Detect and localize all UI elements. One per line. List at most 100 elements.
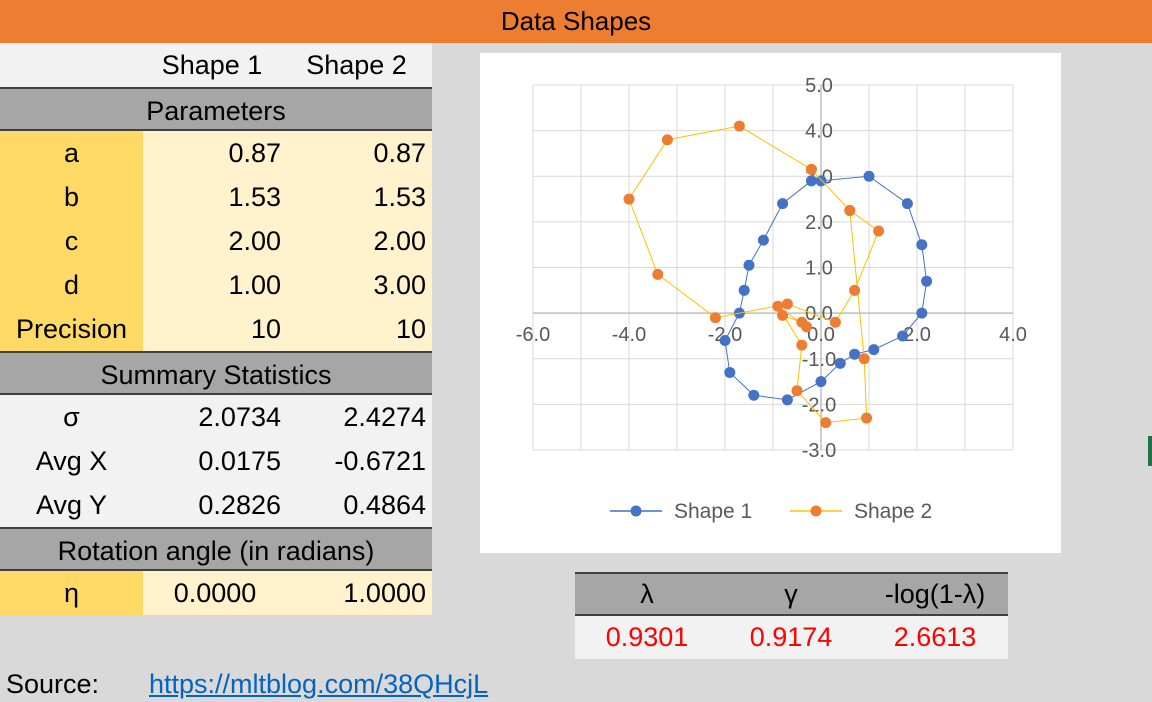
param-label[interactable]: a (0, 131, 143, 175)
x-tick-label: 2.0 (903, 324, 931, 346)
data-point-shape1 (849, 348, 861, 360)
data-point-shape1 (781, 394, 793, 406)
data-point-shape2 (709, 312, 721, 324)
data-point-shape1 (805, 175, 817, 187)
source-label: Source: (6, 669, 100, 699)
data-point-shape2 (652, 268, 664, 280)
data-point-shape2 (796, 339, 808, 351)
data-point-shape1 (863, 170, 875, 182)
data-point-shape1 (724, 366, 736, 378)
data-point-shape1 (916, 307, 928, 319)
param-label[interactable]: Precision (0, 307, 143, 351)
x-tick-label: -4.0 (612, 324, 646, 346)
param-value-shape2[interactable]: 10 (287, 307, 432, 351)
param-value-shape2[interactable]: 2.00 (287, 219, 432, 263)
rotation-heading[interactable]: Rotation angle (in radians) (0, 527, 432, 571)
data-point-shape2 (805, 163, 817, 175)
column-header-shape2[interactable]: Shape 2 (287, 43, 432, 87)
param-label[interactable]: c (0, 219, 143, 263)
page-title: Data Shapes (0, 0, 1152, 43)
param-value-shape1[interactable]: 2.00 (143, 219, 287, 263)
stat-row-avg-y: Avg Y 0.2826 0.4864 (0, 483, 432, 527)
param-value-shape1[interactable]: 1.00 (143, 263, 287, 307)
stat-value-shape1[interactable]: 2.0734 (143, 395, 287, 439)
stat-label[interactable]: Avg X (0, 439, 143, 483)
data-point-shape2 (791, 385, 803, 397)
param-value-shape1[interactable]: 0.87 (143, 131, 287, 175)
lambda-table: λ γ -log(1-λ) 0.9301 0.9174 2.6613 (575, 572, 1008, 659)
legend-label-shape1: Shape 1 (674, 500, 752, 523)
data-point-shape2 (858, 353, 870, 365)
neglog-header[interactable]: -log(1-λ) (884, 579, 986, 609)
param-value-shape2[interactable]: 0.87 (287, 131, 432, 175)
gamma-value[interactable]: 0.9174 (749, 622, 833, 652)
x-tick-label: 4.0 (999, 324, 1027, 346)
gamma-header[interactable]: γ (784, 579, 798, 609)
neglog-value[interactable]: 2.6613 (893, 622, 977, 652)
stat-value-shape2[interactable]: 2.4274 (287, 395, 432, 439)
data-point-shape1 (719, 335, 731, 346)
y-tick-label: 0.0 (805, 303, 833, 325)
scatter-chart[interactable]: -6.0-4.0-2.00.02.04.05.04.03.02.01.00.0-… (480, 53, 1061, 553)
corner-cell[interactable] (0, 43, 143, 87)
stat-label[interactable]: σ (0, 395, 143, 439)
data-point-shape1 (916, 239, 928, 251)
data-point-shape2 (844, 204, 856, 216)
data-point-shape1 (901, 198, 913, 210)
param-value-shape1[interactable]: 10 (143, 307, 287, 351)
rotation-row: η 0.0000 1.0000 (0, 571, 432, 615)
param-value-shape2[interactable]: 3.00 (287, 263, 432, 307)
stat-value-shape2[interactable]: -0.6721 (287, 439, 432, 483)
series-line-shape2 (628, 125, 880, 424)
lambda-header[interactable]: λ (640, 579, 654, 609)
data-point-shape1 (815, 376, 827, 388)
legend-marker-shape1 (630, 505, 642, 517)
param-row-precision: Precision 10 10 (0, 307, 432, 351)
summary-heading[interactable]: Summary Statistics (0, 351, 432, 395)
y-tick-label: 2.0 (805, 212, 833, 234)
y-tick-label: -3.0 (802, 440, 836, 462)
y-tick-label: 4.0 (805, 121, 833, 143)
source-link[interactable]: https://mltblog.com/38QHcjL (149, 669, 489, 699)
x-tick-label: -6.0 (516, 324, 550, 346)
legend-label-shape2: Shape 2 (854, 500, 932, 523)
rotation-value-shape1[interactable]: 0.0000 (143, 571, 287, 615)
rotation-label[interactable]: η (0, 571, 143, 615)
data-point-shape1 (777, 198, 789, 210)
data-point-shape1 (921, 275, 933, 287)
param-label[interactable]: d (0, 263, 143, 307)
data-point-shape2 (820, 417, 832, 429)
lambda-value[interactable]: 0.9301 (605, 622, 689, 652)
data-point-shape1 (748, 389, 760, 401)
stat-row-avg-x: Avg X 0.0175 -0.6721 (0, 439, 432, 483)
rotation-value-shape2[interactable]: 1.0000 (287, 571, 432, 615)
stat-value-shape1[interactable]: 0.0175 (143, 439, 287, 483)
cell-selection-indicator (1148, 436, 1152, 466)
param-row-a: a 0.87 0.87 (0, 131, 432, 175)
param-value-shape2[interactable]: 1.53 (287, 175, 432, 219)
legend-marker-shape2 (810, 505, 822, 517)
data-point-shape1 (743, 259, 755, 271)
data-point-shape2 (661, 134, 673, 146)
data-point-shape2 (849, 284, 861, 296)
data-point-shape2 (733, 120, 745, 132)
data-point-shape2 (781, 298, 793, 310)
param-value-shape1[interactable]: 1.53 (143, 175, 287, 219)
column-header-shape1[interactable]: Shape 1 (143, 43, 287, 87)
data-point-shape2 (777, 309, 789, 321)
x-tick-label: 0.0 (807, 324, 835, 346)
stat-value-shape1[interactable]: 0.2826 (143, 483, 287, 527)
stat-label[interactable]: Avg Y (0, 483, 143, 527)
column-header-row: Shape 1 Shape 2 (0, 43, 432, 87)
y-tick-label: 5.0 (805, 75, 833, 97)
chart-canvas: -6.0-4.0-2.00.02.04.05.04.03.02.01.00.0-… (516, 75, 1027, 523)
data-point-shape1 (834, 357, 846, 369)
y-tick-label: -2.0 (802, 394, 836, 416)
param-label[interactable]: b (0, 175, 143, 219)
stat-value-shape2[interactable]: 0.4864 (287, 483, 432, 527)
parameters-heading[interactable]: Parameters (0, 87, 432, 131)
y-tick-label: 1.0 (805, 258, 833, 280)
stat-row-sigma: σ 2.0734 2.4274 (0, 395, 432, 439)
lambda-value-row: 0.9301 0.9174 2.6613 (575, 616, 1008, 659)
y-tick-label: -1.0 (802, 349, 836, 371)
